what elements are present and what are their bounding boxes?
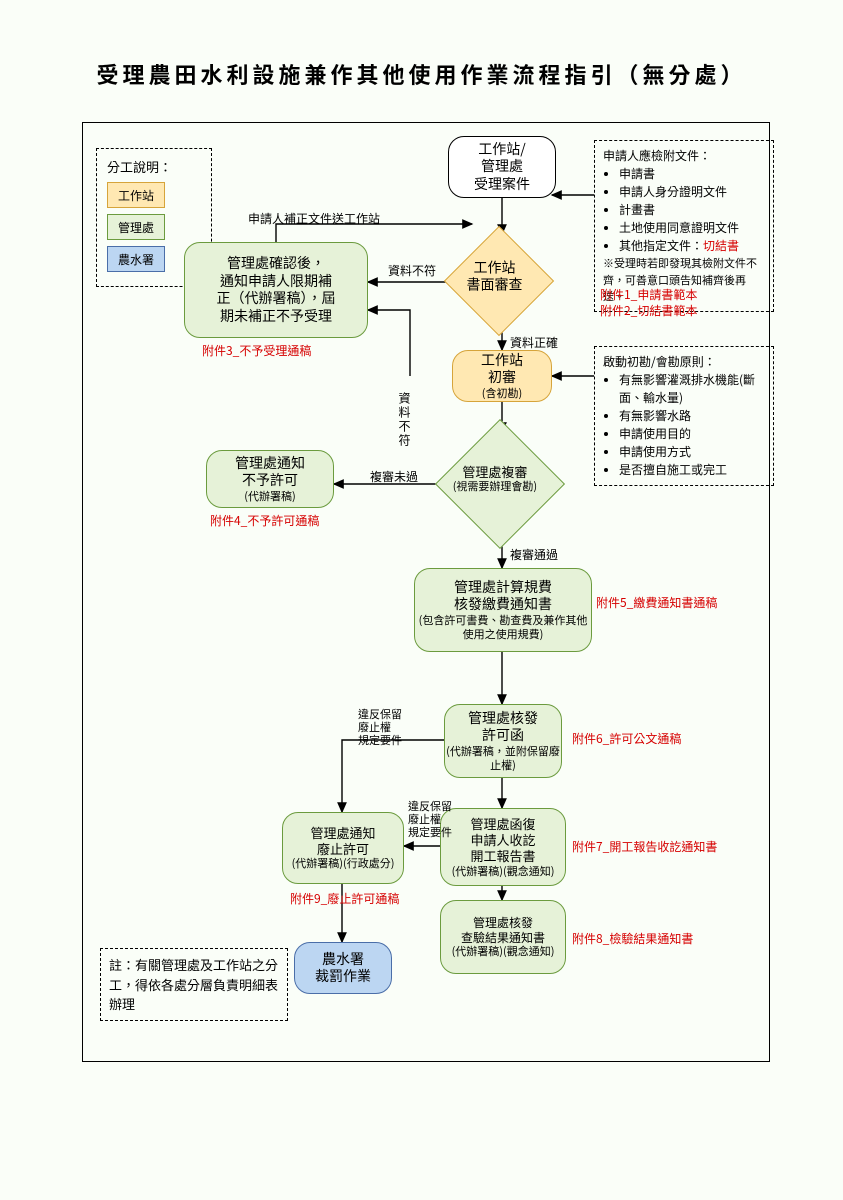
edge-label-mismatch2: 資料不符 xyxy=(396,392,413,448)
node-inspect: 管理處核發查驗結果通知書(代辦署稿)(觀念通知) xyxy=(440,900,566,974)
edge-label-violate2: 違反保留廢止權規定要件 xyxy=(408,800,452,840)
attachment-note-a4: 附件4_不予許可通稿 xyxy=(210,512,319,529)
note-principles: 啟動初勘/會勘原則：有無影響灌溉排水機能(斷面、輸水量)有無影響水路申請使用目的… xyxy=(594,346,774,486)
legend-item: 工作站 xyxy=(107,182,201,208)
attachment-note-a5: 附件5_繳費通知書通稿 xyxy=(596,594,717,611)
node-penalty: 農水署裁罰作業 xyxy=(294,942,392,994)
attachment-note-a7: 附件7_開工報告收訖通知書 xyxy=(572,838,717,855)
edge-label-mismatch1: 資料不符 xyxy=(388,262,436,279)
attachment-note-a3: 附件3_不予受理通稿 xyxy=(202,342,311,359)
legend-swatch: 農水署 xyxy=(107,246,165,272)
edge-label-recheck_no: 複審未過 xyxy=(370,468,418,485)
page-title: 受理農田水利設施兼作其他使用作業流程指引（無分處） xyxy=(0,58,843,90)
node-revoke: 管理處通知廢止許可(代辦署稿)(行政處分) xyxy=(282,812,404,884)
node-report: 管理處函復申請人收訖開工報告書(代辦署稿)(觀念通知) xyxy=(440,808,566,886)
attachment-note-a6: 附件6_許可公文通稿 xyxy=(572,730,681,747)
node-confirm: 管理處確認後，通知申請人限期補正（代辦署稿），屆期未補正不予受理 xyxy=(184,242,368,338)
legend-title: 分工說明： xyxy=(107,157,201,176)
legend-swatch: 工作站 xyxy=(107,182,165,208)
attachment-note-a8: 附件8_檢驗結果通知書 xyxy=(572,930,693,947)
edge-label-ok: 資料正確 xyxy=(510,334,558,351)
node-prelim: 工作站初審(含初勘) xyxy=(452,350,552,402)
legend-swatch: 管理處 xyxy=(107,214,165,240)
legend-item: 管理處 xyxy=(107,214,201,240)
node-permit: 管理處核發許可函(代辦署稿，並附保留廢止權) xyxy=(444,704,562,778)
attachment-note-a1: 附件1_申請書範本 xyxy=(600,286,697,303)
node-start: 工作站/管理處受理案件 xyxy=(448,136,556,198)
edge-label-violate1: 違反保留廢止權規定要件 xyxy=(358,708,402,748)
edge-label-resend: 申請人補正文件送工作站 xyxy=(248,210,380,227)
node-fee: 管理處計算規費核發繳費通知書(包含許可書費、勘查費及兼作其他使用之使用規費) xyxy=(414,568,592,652)
attachment-note-a2: 附件2_切結書範本 xyxy=(600,302,697,319)
note-footnote: 註：有關管理處及工作站之分工，得依各處分層負責明細表辦理 xyxy=(100,948,288,1021)
edge-label-recheck_ok: 複審通過 xyxy=(510,546,558,563)
attachment-note-a9: 附件9_廢止許可通稿 xyxy=(290,890,399,907)
node-deny: 管理處通知不予許可(代辦署稿) xyxy=(206,450,334,508)
